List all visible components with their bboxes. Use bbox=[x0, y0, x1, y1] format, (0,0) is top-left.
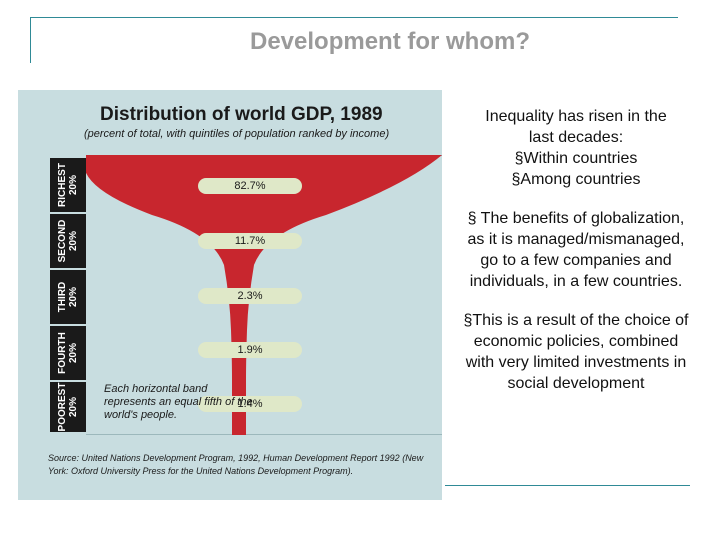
bullet-economic-policies: §This is a result of the choice of econo… bbox=[463, 312, 689, 392]
bullet-text-column: Inequality has risen in the last decades… bbox=[458, 106, 694, 394]
intro-line-2: last decades: bbox=[528, 129, 624, 146]
gdp-funnel-chart bbox=[86, 155, 442, 435]
intro-line-1: Inequality has risen in the bbox=[485, 108, 667, 125]
quintile-label-richest: RICHEST 20% bbox=[50, 158, 86, 212]
bullet-among-countries: §Among countries bbox=[511, 171, 641, 188]
quintile-label-fourth: FOURTH 20% bbox=[50, 326, 86, 380]
value-pill-third: 2.3% bbox=[198, 288, 302, 304]
quintile-label-second: SECOND 20% bbox=[50, 214, 86, 268]
gdp-figure-panel: Distribution of world GDP, 1989 (percent… bbox=[18, 90, 442, 500]
bullet-within-countries: §Within countries bbox=[514, 150, 638, 167]
quintile-label-third: THIRD 20% bbox=[50, 270, 86, 324]
slide-title: Development for whom? bbox=[249, 28, 531, 55]
frame-top-rule bbox=[30, 17, 678, 18]
bullet-globalization: § The benefits of globalization, as it i… bbox=[467, 210, 685, 290]
figure-subtitle: (percent of total, with quintiles of pop… bbox=[84, 128, 390, 140]
value-pill-fourth: 1.9% bbox=[198, 342, 302, 358]
value-pill-second: 11.7% bbox=[198, 233, 302, 249]
value-pill-poorest: 1.4% bbox=[198, 396, 302, 412]
quintile-label-poorest: POOREST 20% bbox=[50, 382, 86, 432]
frame-left-rule bbox=[30, 17, 31, 63]
band-note: Each horizontal band represents an equal… bbox=[104, 383, 253, 421]
figure-source: Source: United Nations Development Progr… bbox=[48, 453, 424, 476]
value-pill-richest: 82.7% bbox=[198, 178, 302, 194]
frame-bottom-rule bbox=[445, 485, 690, 486]
band-divider bbox=[86, 434, 442, 435]
funnel-shape bbox=[86, 155, 442, 435]
figure-title: Distribution of world GDP, 1989 bbox=[100, 104, 383, 125]
